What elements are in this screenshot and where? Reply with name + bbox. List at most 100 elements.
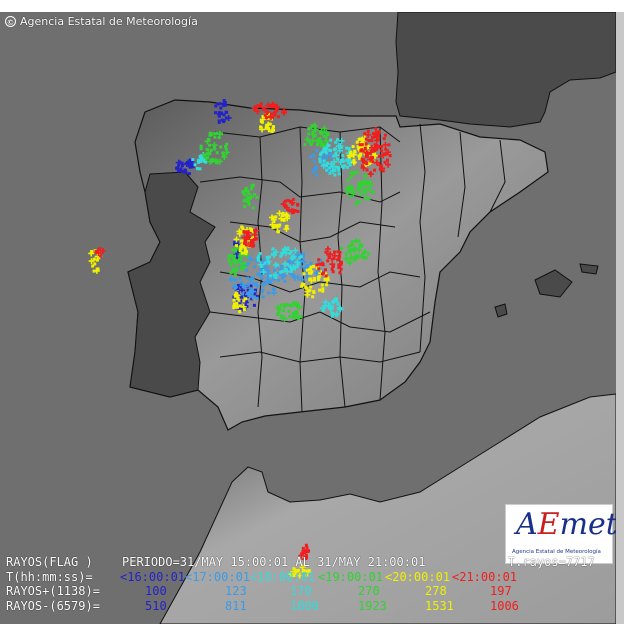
negative-strike-marker xyxy=(213,132,217,136)
negative-strike-marker xyxy=(233,242,237,246)
negative-strike-marker xyxy=(296,568,300,572)
negative-strike-marker xyxy=(336,138,340,142)
negative-strike-marker xyxy=(332,154,336,158)
negative-strike-marker xyxy=(337,257,341,261)
negative-strike-marker xyxy=(250,297,254,301)
positive-strike-marker xyxy=(265,121,272,128)
negative-strike-marker xyxy=(320,150,324,154)
negative-strike-marker xyxy=(327,152,331,156)
negative-strike-marker xyxy=(198,167,202,171)
negative-strike-marker xyxy=(365,168,369,172)
negative-strike-marker xyxy=(336,302,340,306)
positive-strike-marker xyxy=(198,156,205,163)
negative-strike-marker xyxy=(239,299,243,303)
negative-strike-marker xyxy=(314,173,318,177)
negative-strike-marker xyxy=(252,234,256,238)
negative-strike-marker xyxy=(283,267,287,271)
negative-strike-marker xyxy=(373,149,377,153)
negative-strike-marker xyxy=(301,546,305,550)
negative-strike-marker xyxy=(261,107,265,111)
negative-strike-marker xyxy=(232,256,236,260)
legend-positive-count-3: 270 xyxy=(358,584,380,598)
negative-strike-marker xyxy=(317,258,321,262)
negative-strike-marker xyxy=(91,264,95,268)
negative-strike-marker xyxy=(337,172,341,176)
negative-strike-marker xyxy=(356,170,360,174)
negative-strike-marker xyxy=(307,549,311,553)
negative-strike-marker xyxy=(246,282,250,286)
negative-strike-marker xyxy=(282,218,286,222)
negative-strike-marker xyxy=(184,170,188,174)
negative-strike-marker xyxy=(237,307,241,311)
negative-strike-marker xyxy=(240,225,244,229)
negative-strike-marker xyxy=(232,298,236,302)
positive-strike-marker xyxy=(254,282,261,289)
negative-strike-marker xyxy=(372,152,376,156)
negative-strike-marker xyxy=(322,271,326,275)
negative-strike-marker xyxy=(275,271,279,275)
copyright-icon: © xyxy=(5,16,16,27)
positive-strike-marker xyxy=(299,564,306,571)
negative-strike-marker xyxy=(229,254,233,258)
negative-strike-marker xyxy=(318,157,322,161)
negative-strike-marker xyxy=(305,275,309,279)
negative-strike-marker xyxy=(337,168,341,172)
negative-strike-marker xyxy=(227,259,231,263)
negative-strike-marker xyxy=(246,276,250,280)
negative-strike-marker xyxy=(238,304,242,308)
positive-strike-marker xyxy=(331,158,338,165)
negative-strike-marker xyxy=(371,156,375,160)
negative-strike-marker xyxy=(321,289,325,293)
iberia-lightning-map xyxy=(0,12,616,624)
positive-strike-marker xyxy=(343,255,350,262)
negative-strike-marker xyxy=(235,305,239,309)
negative-strike-marker xyxy=(253,290,257,294)
negative-strike-marker xyxy=(349,150,353,154)
legend-positive-label: RAYOS+(1138)= xyxy=(6,584,100,598)
negative-strike-marker xyxy=(298,256,302,260)
legend-interval-time-4: <20:00:01 xyxy=(385,569,451,584)
negative-strike-marker xyxy=(239,262,243,266)
negative-strike-marker xyxy=(299,253,303,257)
negative-strike-marker xyxy=(323,268,327,272)
negative-strike-marker xyxy=(278,306,282,310)
negative-strike-marker xyxy=(370,139,374,143)
negative-strike-marker xyxy=(343,164,347,168)
negative-strike-marker xyxy=(339,260,343,264)
negative-strike-marker xyxy=(234,294,238,298)
legend-negative-row: RAYOS-(6579)= 510 811 1800 1923 1531 1006 xyxy=(0,599,616,614)
negative-strike-marker xyxy=(207,137,211,141)
negative-strike-marker xyxy=(197,160,201,164)
negative-strike-marker xyxy=(317,275,321,279)
negative-strike-marker xyxy=(330,267,334,271)
negative-strike-marker xyxy=(344,146,348,150)
negative-strike-marker xyxy=(369,160,373,164)
negative-strike-marker xyxy=(386,158,390,162)
negative-strike-marker xyxy=(347,249,351,253)
negative-strike-marker xyxy=(355,140,359,144)
negative-strike-marker xyxy=(231,268,235,272)
negative-strike-marker xyxy=(321,261,325,265)
negative-strike-marker xyxy=(334,313,338,317)
positive-strike-marker xyxy=(276,210,283,217)
negative-strike-marker xyxy=(361,252,365,256)
negative-strike-marker xyxy=(267,129,271,133)
negative-strike-marker xyxy=(237,298,241,302)
negative-strike-marker xyxy=(244,188,248,192)
negative-strike-marker xyxy=(92,257,96,261)
negative-strike-marker xyxy=(332,257,336,261)
negative-strike-marker xyxy=(187,172,191,176)
positive-strike-marker xyxy=(292,568,299,575)
legend-positive-count-5: 197 xyxy=(490,584,512,598)
north-africa xyxy=(159,393,616,624)
negative-strike-marker xyxy=(254,237,258,241)
legend-negative-count-1: 811 xyxy=(225,598,247,613)
negative-strike-marker xyxy=(307,570,311,574)
negative-strike-marker xyxy=(384,152,388,156)
negative-strike-marker xyxy=(256,272,260,276)
negative-strike-marker xyxy=(233,249,237,253)
negative-strike-marker xyxy=(241,190,245,194)
negative-strike-marker xyxy=(281,214,285,218)
negative-strike-marker xyxy=(266,259,270,263)
negative-strike-marker xyxy=(264,126,268,130)
